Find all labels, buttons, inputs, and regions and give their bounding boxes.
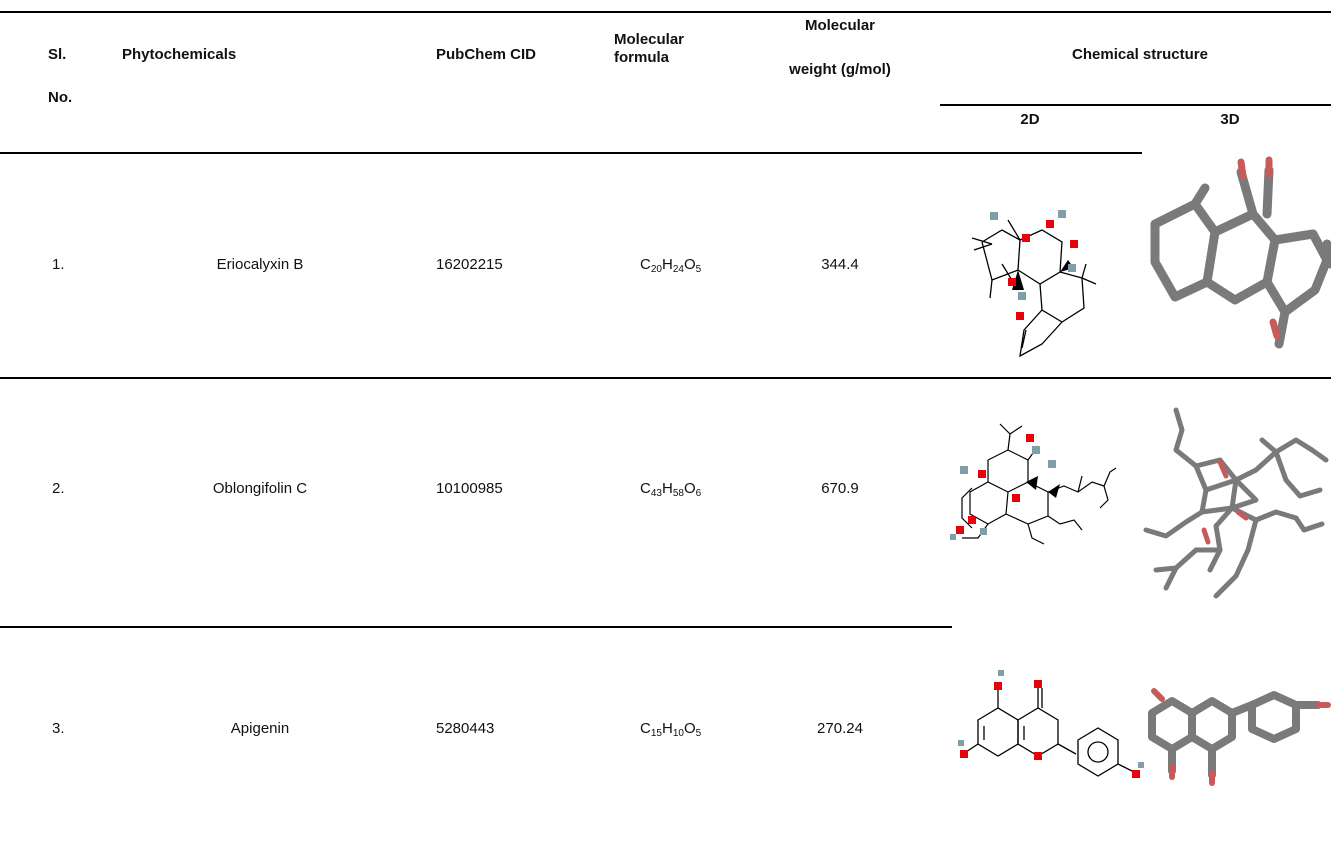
formula-el: O: [683, 720, 696, 737]
formula-count: 58: [672, 488, 684, 499]
header-chemical-structure: Chemical structure: [1072, 46, 1208, 63]
header-no: No.: [48, 89, 73, 106]
row-3-weight: 270.24: [817, 720, 863, 737]
formula-count: 10: [672, 728, 684, 739]
header-molecular-weight-line2: weight (g/mol): [789, 61, 891, 78]
formula-count: 20: [650, 264, 662, 275]
formula-el: H: [661, 720, 673, 737]
row-1-weight: 344.4: [821, 256, 859, 273]
header-molecular-formula-line2: formula: [614, 49, 670, 66]
formula-el: H: [661, 480, 673, 497]
formula-count: 15: [650, 728, 662, 739]
row-divider-2: [0, 626, 952, 628]
row-2-sl: 2.: [52, 480, 65, 497]
eriocalyxin-b-2d-structure: [962, 180, 1102, 360]
eriocalyxin-b-3d-structure: [1145, 152, 1331, 368]
apigenin-3d-structure: [1142, 655, 1331, 805]
formula-el: C: [640, 480, 651, 497]
row-3-formula: C15H10O5: [640, 720, 702, 739]
header-molecular-formula-line1: Molecular: [614, 31, 685, 48]
formula-count: 6: [695, 488, 702, 499]
row-divider-1: [0, 377, 1331, 379]
row-2-weight: 670.9: [821, 480, 859, 497]
formula-count: 43: [650, 488, 662, 499]
row-1-formula: C20H24O5: [640, 256, 702, 275]
formula-el: O: [683, 256, 696, 273]
table-top-rule: [0, 11, 1331, 13]
oblongifolin-c-3d-structure: [1136, 400, 1331, 600]
formula-count: 5: [695, 264, 702, 275]
formula-el: C: [640, 720, 651, 737]
oblongifolin-c-2d-structure: [948, 420, 1120, 550]
header-molecular-weight-line1: Molecular: [804, 17, 876, 34]
formula-el: C: [640, 256, 651, 273]
header-2d: 2D: [1020, 111, 1040, 128]
row-3-name: Apigenin: [230, 720, 290, 737]
row-2-name: Oblongifolin C: [212, 480, 308, 497]
formula-el: O: [683, 480, 696, 497]
formula-count: 24: [672, 264, 684, 275]
header-bottom-rule: [0, 152, 1142, 154]
header-3d: 3D: [1220, 111, 1240, 128]
row-2-formula: C43H58O6: [640, 480, 702, 499]
header-sl: Sl.: [48, 46, 67, 63]
formula-count: 5: [695, 728, 702, 739]
row-1-name: Eriocalyxin B: [216, 256, 304, 273]
row-3-sl: 3.: [52, 720, 65, 737]
formula-el: H: [661, 256, 673, 273]
structure-subheader-rule: [940, 104, 1331, 106]
apigenin-2d-structure: [958, 660, 1148, 790]
row-2-cid: 10100985: [436, 480, 503, 497]
header-phytochemicals: Phytochemicals: [122, 46, 237, 63]
header-pubchem-cid: PubChem CID: [436, 46, 537, 63]
row-1-cid: 16202215: [436, 256, 503, 273]
row-3-cid: 5280443: [436, 720, 495, 737]
row-1-sl: 1.: [52, 256, 65, 273]
